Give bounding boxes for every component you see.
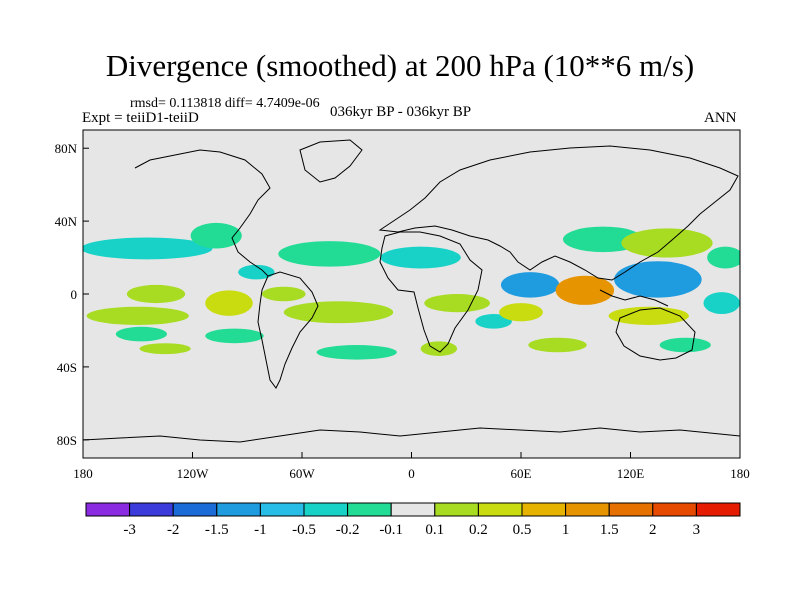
maritime-continent-coast — [599, 289, 669, 307]
anomaly-region — [238, 264, 275, 280]
y-tick-label: 80N — [55, 141, 78, 156]
x-tick-label: 180 — [730, 466, 750, 481]
y-tick-label: 40S — [57, 360, 77, 375]
colorbar-swatch — [259, 502, 305, 517]
greenland-coast — [299, 139, 363, 183]
x-tick-label: 180 — [73, 466, 93, 481]
anomaly-region — [126, 284, 186, 304]
anomaly-region — [528, 337, 587, 353]
x-tick-label: 120E — [617, 466, 645, 481]
colorbar-label: 1.5 — [600, 522, 619, 538]
colorbar-label: 2 — [649, 522, 657, 538]
colorbar-label: -1 — [254, 522, 267, 538]
australia-coast — [615, 307, 696, 361]
anomaly-region — [614, 261, 702, 298]
anomaly-region — [621, 228, 713, 258]
colorbar-swatch — [390, 502, 436, 517]
y-tick-label: 40N — [55, 214, 78, 229]
anomaly-region — [475, 314, 512, 329]
anomaly-region — [83, 237, 213, 260]
colorbar-swatch — [303, 502, 349, 517]
south-america-coast — [257, 271, 319, 389]
colorbar-swatch — [565, 502, 610, 517]
anomaly-region — [380, 246, 461, 269]
anomaly-region — [278, 241, 381, 267]
anomaly-region — [703, 292, 740, 315]
colorbar-swatch — [608, 502, 654, 517]
anomaly-region — [190, 222, 242, 249]
anomaly-region — [500, 272, 560, 298]
anomaly-region — [205, 290, 253, 316]
colorbar-swatch — [347, 502, 392, 517]
colorbar-swatch — [172, 502, 218, 517]
colorbar-label: -2 — [167, 522, 180, 538]
anomaly-region — [707, 246, 740, 269]
stats-text: rmsd= 0.113818 diff= 4.7409e-06 — [130, 96, 320, 111]
colorbar-label: -1.5 — [205, 522, 229, 538]
map-title: Divergence (smoothed) at 200 hPa (10**6 … — [105, 48, 695, 83]
colorbar-swatch — [434, 502, 479, 517]
x-tick-label: 120W — [177, 466, 210, 481]
y-axis: 80N 40N 0 40S 80S — [55, 141, 89, 448]
colorbar-swatch — [85, 502, 131, 517]
colorbar-swatch — [695, 502, 741, 517]
period-label: 036kyr BP - 036kyr BP — [330, 104, 472, 120]
anomaly-region — [205, 328, 264, 344]
x-tick-label: 0 — [408, 466, 415, 481]
anomaly-region — [316, 345, 397, 360]
colorbar-label: 0.5 — [513, 522, 532, 538]
x-tick-label: 60W — [289, 466, 315, 481]
colorbar-label: 0.1 — [425, 522, 444, 538]
divergence-field — [83, 222, 740, 360]
colorbar-label: 3 — [693, 522, 701, 538]
anomaly-region — [420, 341, 458, 356]
colorbar-label: -3 — [123, 522, 136, 538]
anomaly-region — [659, 337, 711, 353]
anomaly-region — [283, 301, 394, 324]
anomaly-region — [499, 303, 543, 322]
anomaly-region — [115, 326, 167, 342]
x-tick-label: 60E — [511, 466, 532, 481]
colorbar-label: -0.1 — [379, 522, 403, 538]
season-label: ANN — [704, 110, 737, 126]
north-america-coast — [134, 149, 271, 277]
antarctica-coast — [83, 427, 740, 443]
map-background — [83, 130, 740, 458]
colorbar-label: 1 — [562, 522, 570, 538]
x-axis: 180 120W 60W 0 60E 120E 180 — [73, 452, 750, 481]
colorbar-swatch — [652, 502, 697, 517]
anomaly-region — [261, 286, 306, 302]
colorbar-swatch — [129, 502, 174, 517]
anomaly-region — [424, 294, 490, 313]
colorbar-label: -0.2 — [336, 522, 360, 538]
colorbar-label: -0.5 — [292, 522, 316, 538]
coastlines — [83, 139, 740, 443]
colorbar-label: 0.2 — [469, 522, 488, 538]
anomaly-region — [86, 306, 189, 325]
y-tick-label: 80S — [57, 433, 77, 448]
colorbar-swatch — [477, 502, 523, 517]
colorbar-swatch — [216, 502, 261, 517]
anomaly-region — [139, 343, 191, 355]
experiment-label: Expt = teiiD1-teiiD — [82, 110, 199, 126]
eurasia-coast — [378, 145, 739, 281]
y-tick-label: 0 — [71, 287, 78, 302]
africa-coast — [379, 231, 483, 353]
colorbar-swatch — [521, 502, 567, 517]
colorbar: -3 -2 -1.5 -1 -0.5 -0.2 -0.1 0.1 0.2 0.5 1 1.5 2 3 — [85, 502, 741, 538]
anomaly-region — [555, 275, 615, 305]
